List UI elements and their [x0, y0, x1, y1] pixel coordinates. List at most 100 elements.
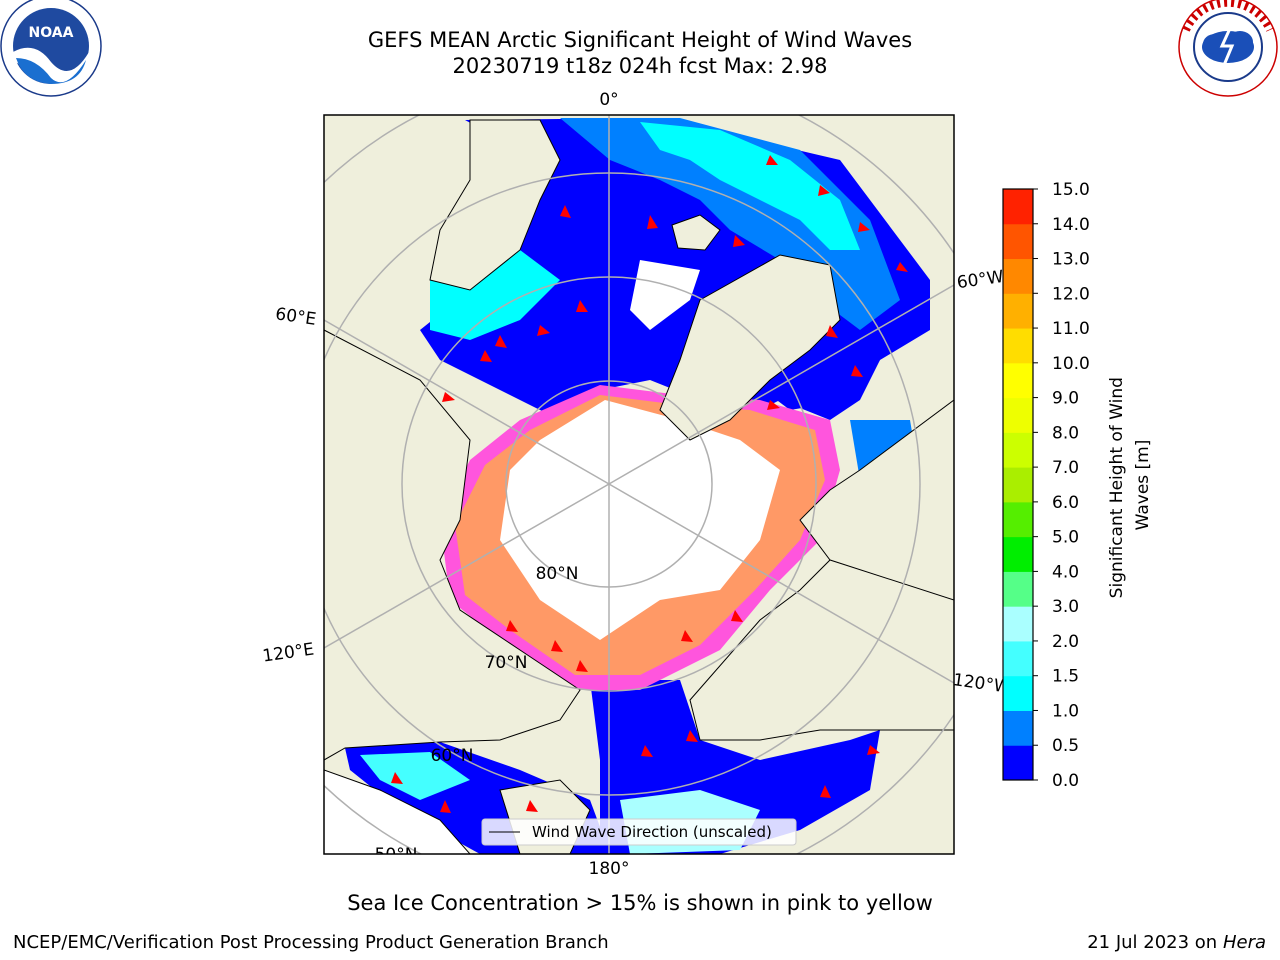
colorbar-tick-label: 4.0 [1052, 562, 1079, 582]
colorbar-swatch [1003, 640, 1033, 677]
wind-arrow [867, 745, 880, 755]
colorbar-tick-label: 10.0 [1052, 354, 1090, 374]
lon-label-180: 180° [589, 859, 630, 879]
land-scandinavia [429, 119, 561, 291]
wind-arrow [391, 772, 403, 784]
caption: Sea Ice Concentration > 15% is shown in … [347, 891, 933, 915]
wind-arrow [442, 392, 455, 402]
colorbar-swatch [1003, 745, 1033, 781]
legend-label: Wind Wave Direction (unscaled) [532, 823, 772, 841]
colorbar-swatch [1003, 536, 1033, 572]
colorbar-frame [1002, 188, 1034, 781]
land-iceland [671, 214, 721, 251]
map-legend: Wind Wave Direction (unscaled) [481, 818, 797, 846]
colorbar-swatch [1003, 397, 1033, 433]
colorbar-tick-label: 8.0 [1052, 423, 1079, 443]
wind-arrow [551, 640, 563, 652]
lon-label-0: 0° [599, 90, 618, 110]
colorbar-tick-label: 2.0 [1052, 632, 1079, 652]
wind-arrow [896, 262, 908, 272]
lon-label-60w: 60°W [956, 267, 1005, 293]
colorbar-tick-label: 3.0 [1052, 597, 1079, 617]
wind-arrow [826, 325, 838, 338]
lat-label-50: 50°N [375, 845, 418, 865]
colorbar-swatch [1003, 432, 1033, 468]
wind-arrow [495, 335, 507, 348]
ocean-atlantic-cyan [640, 122, 860, 250]
colorbar-tick-label: 11.0 [1052, 319, 1090, 339]
map-frame [323, 114, 955, 855]
wind-arrow [576, 660, 588, 672]
colorbar: 0.0 0.5 1.0 1.5 2.0 3.0 4.0 5.0 6.0 7.0 8.0 9.0 10.0… [1002, 180, 1090, 791]
wind-arrow [851, 365, 863, 377]
colorbar-label-line1: Significant Height of Wind [1107, 377, 1127, 598]
colorbar-tick-label: 0.5 [1052, 736, 1079, 756]
colorbar-tick-label: 15.0 [1052, 180, 1090, 200]
colorbar-swatch [1003, 258, 1033, 294]
colorbar-tick-label: 1.0 [1052, 701, 1079, 721]
colorbar-swatch [1003, 467, 1033, 503]
colorbar-tick-label: 13.0 [1052, 250, 1090, 270]
colorbar-tick-label: 0.0 [1052, 771, 1079, 791]
wind-arrow [681, 630, 693, 642]
colorbar-tick-label: 9.0 [1052, 389, 1079, 409]
wind-arrow [733, 235, 745, 247]
colorbar-tick-label: 7.0 [1052, 458, 1079, 478]
wind-arrow [767, 400, 780, 410]
lat-label-80: 80°N [536, 564, 579, 584]
footer-host: Hera [1222, 932, 1266, 953]
lat-label-70: 70°N [485, 653, 528, 673]
land-japan-region [324, 769, 471, 854]
lon-label-60e: 60°E [274, 304, 317, 329]
wind-arrow [576, 300, 588, 312]
lat-label-60: 60°N [431, 746, 474, 766]
wind-arrow [820, 785, 831, 798]
chart-subtitle: 20230719 t18z 024h fcst Max: 2.98 [452, 54, 828, 78]
footer-date-text: 21 Jul 2023 on [1087, 932, 1218, 953]
colorbar-label-line2: Waves [m] [1133, 440, 1153, 531]
colorbar-swatch [1003, 501, 1033, 538]
footer-credit: NCEP/EMC/Verification Post Processing Pr… [13, 932, 609, 953]
wind-arrow [440, 800, 451, 813]
colorbar-tick-label: 5.0 [1052, 528, 1079, 548]
colorbar-swatch [1003, 362, 1033, 399]
svg-text:NOAA: NOAA [29, 25, 74, 41]
wind-arrow [766, 155, 778, 165]
wind-arrow [560, 205, 571, 218]
colorbar-swatch [1003, 675, 1033, 711]
colorbar-tick-label: 14.0 [1052, 215, 1090, 235]
footer-date: 21 Jul 2023 on Hera [1087, 932, 1266, 953]
wind-arrow [731, 610, 743, 622]
svalbard-ice [630, 260, 700, 330]
colorbar-swatch [1003, 606, 1033, 642]
noaa-logo: NOAA [0, 0, 102, 97]
colorbar-swatch [1003, 328, 1033, 364]
wind-arrow [537, 325, 550, 336]
colorbar-swatch [1003, 710, 1033, 746]
colorbar-swatch [1003, 223, 1033, 260]
wind-arrow [858, 222, 870, 232]
colorbar-tick-label: 6.0 [1052, 493, 1079, 513]
lon-label-120e: 120°E [261, 640, 315, 667]
wind-arrow [526, 800, 538, 812]
colorbar-swatch [1003, 571, 1033, 607]
land-siberia [324, 329, 581, 761]
wind-arrow [647, 215, 658, 229]
colorbar-label: Significant Height of Wind Waves [m] [1107, 372, 1153, 599]
graticule [324, 115, 954, 854]
wind-wave-arrows [391, 155, 908, 813]
wind-arrow [506, 620, 518, 632]
colorbar-tick-label: 12.0 [1052, 284, 1090, 304]
colorbar-tick-label: 1.5 [1052, 667, 1079, 687]
wind-arrow [686, 730, 698, 742]
chart-title: GEFS MEAN Arctic Significant Height of W… [367, 28, 913, 52]
nws-logo [1178, 0, 1278, 97]
land-alaska [689, 559, 954, 741]
wind-arrow [641, 745, 653, 757]
wind-arrow [480, 350, 492, 362]
ocean-pacific-west-cyan [360, 752, 470, 800]
wind-arrow [818, 185, 830, 196]
colorbar-swatch [1003, 293, 1033, 329]
colorbar-swatch [1003, 189, 1033, 225]
